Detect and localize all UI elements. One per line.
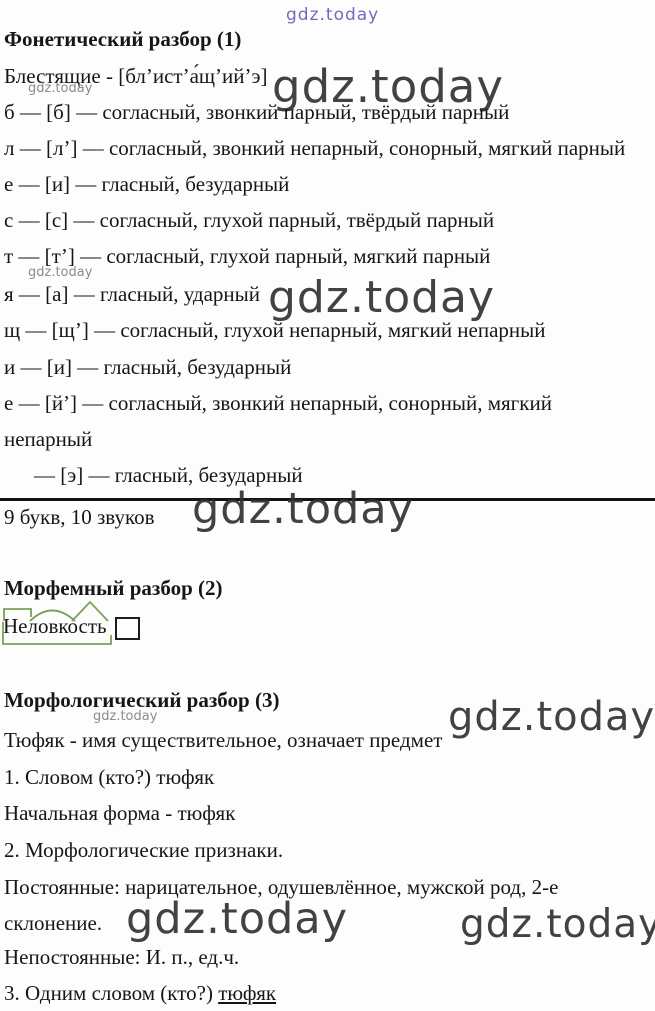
heading-phonetic: Фонетический разбор (1)	[4, 27, 242, 51]
phonetic-line: т — [т’] — согласный, глухой парный, мяг…	[4, 244, 491, 268]
heading-morphemic: Морфемный разбор (2)	[4, 576, 223, 600]
watermark-large-4: gdz.today	[448, 694, 655, 740]
morphological-line: Начальная форма - тюфяк	[4, 801, 236, 825]
heading-morphological: Морфологический разбор (3)	[4, 688, 280, 712]
phonetic-line: б — [б] — согласный, звонкий парный, твё…	[4, 100, 510, 124]
morphemic-word-block: Неловкость	[2, 600, 140, 645]
morpheme-marks	[2, 600, 112, 645]
phonetic-line: л — [л’] — согласный, звонкий непарный, …	[4, 136, 626, 160]
phonetic-line: щ — [щ’] — согласный, глухой непарный, м…	[4, 318, 546, 342]
root-arc-mark	[29, 609, 76, 622]
phonetic-line: и — [и] — гласный, безударный	[4, 355, 292, 379]
morphological-line: 1. Словом (кто?) тюфяк	[4, 765, 215, 789]
morphological-final-line: 3. Одним словом (кто?) тюфяк	[4, 975, 276, 1011]
zero-ending-box	[115, 617, 140, 640]
prefix-mark	[3, 608, 32, 621]
suffix-caret-mark	[71, 600, 109, 622]
final-line-prefix: 3. Одним словом (кто?)	[4, 981, 219, 1005]
stem-bracket-mark	[2, 622, 112, 645]
letters-sounds-summary: 9 букв, 10 звуков	[4, 505, 155, 529]
watermark-top: gdz.today	[286, 5, 380, 25]
phonetic-line: е — [и] — гласный, безударный	[4, 172, 290, 196]
section-divider	[0, 498, 655, 501]
phonetic-word-line: Блестящие - [бл’ист’а́щ’ий’э]	[4, 64, 268, 88]
final-underlined-word: тюфяк	[218, 981, 277, 1005]
morphemic-word: Неловкость	[3, 614, 107, 638]
phonetic-line: — [э] — гласный, безударный	[34, 463, 303, 487]
phonetic-line: е — [й’] — согласный, звонкий непарный, …	[4, 391, 552, 451]
morphological-line: Непостоянные: И. п., ед.ч.	[4, 945, 240, 969]
morphological-line: Тюфяк - имя существительное, означает пр…	[4, 728, 443, 752]
phonetic-line: я — [а] — гласный, ударный	[4, 282, 260, 306]
morphological-line: Постоянные: нарицательное, одушевлённое,…	[4, 875, 559, 935]
morphological-line: 2. Морфологические признаки.	[4, 838, 284, 862]
phonetic-line: с — [с] — согласный, глухой парный, твёр…	[4, 208, 495, 232]
